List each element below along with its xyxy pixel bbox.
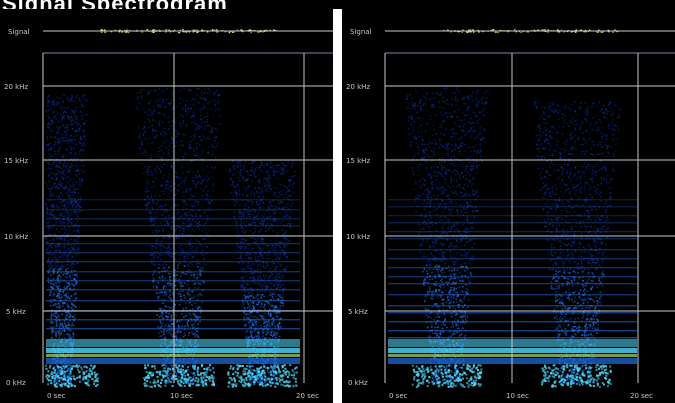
y-tick-label: 10 kHz (4, 233, 28, 241)
x-tick-label: 10 sec (506, 392, 529, 400)
signal-label: Signal (8, 28, 30, 36)
x-tick-label: 20 sec (630, 392, 653, 400)
spectrogram-panel-right[interactable]: Signal 20 kHz 15 kHz 10 kHz 5 kHz 0 kHz … (342, 9, 675, 403)
y-tick-label: 0 kHz (6, 379, 26, 387)
signal-label: Signal (350, 28, 372, 36)
x-tick-label: 0 sec (389, 392, 408, 400)
x-tick-label: 10 sec (170, 392, 193, 400)
y-tick-label: 0 kHz (348, 379, 368, 387)
y-tick-label: 15 kHz (346, 157, 370, 165)
spectrogram-right-svg: Signal 20 kHz 15 kHz 10 kHz 5 kHz 0 kHz … (346, 28, 675, 400)
y-tick-label: 10 kHz (346, 233, 370, 241)
spectrogram-left-svg: Signal 20 kHz 15 kHz 10 kHz 5 kHz 0 kHz … (4, 28, 333, 400)
y-tick-label: 15 kHz (4, 157, 28, 165)
x-tick-label: 20 sec (296, 392, 319, 400)
spectrogram-panel-left[interactable]: Signal 20 kHz 15 kHz 10 kHz 5 kHz 0 kHz … (0, 9, 333, 403)
y-tick-label: 5 kHz (348, 308, 368, 316)
header-strip: Signal Spectrogram (0, 0, 675, 9)
grid-right (384, 53, 675, 383)
spectrogram-energy-left (45, 29, 300, 388)
y-tick-label: 20 kHz (4, 83, 28, 91)
y-tick-label: 20 kHz (346, 83, 370, 91)
window-title: Signal Spectrogram (2, 0, 228, 9)
x-tick-label: 0 sec (47, 392, 66, 400)
grid-left (42, 53, 333, 383)
y-tick-label: 5 kHz (6, 308, 26, 316)
